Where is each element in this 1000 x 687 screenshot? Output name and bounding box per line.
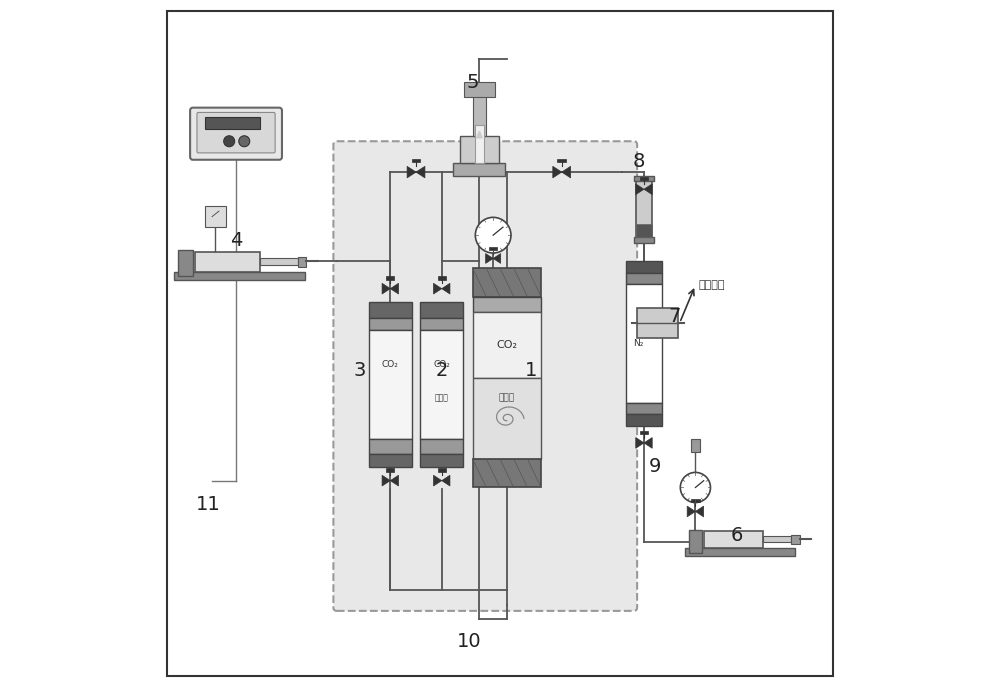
Text: 排水计气: 排水计气 <box>699 280 725 290</box>
Bar <box>205 206 226 227</box>
Text: CO₂: CO₂ <box>496 340 517 350</box>
Bar <box>626 261 662 273</box>
Polygon shape <box>553 166 562 178</box>
Circle shape <box>224 136 235 147</box>
Text: 6: 6 <box>730 526 743 545</box>
Polygon shape <box>636 184 644 194</box>
Bar <box>626 273 662 284</box>
Circle shape <box>680 473 710 503</box>
Bar <box>473 268 541 297</box>
Polygon shape <box>687 506 695 517</box>
Bar <box>636 223 652 237</box>
Bar <box>634 237 654 243</box>
Polygon shape <box>416 166 425 178</box>
Text: 地层水: 地层水 <box>499 394 515 403</box>
Text: 地层水: 地层水 <box>435 394 449 403</box>
Text: N₂: N₂ <box>633 339 644 348</box>
Polygon shape <box>433 283 442 294</box>
Bar <box>260 258 298 265</box>
Text: 4: 4 <box>230 231 242 250</box>
Bar <box>205 117 260 129</box>
Polygon shape <box>562 166 571 178</box>
Bar <box>634 175 654 181</box>
Text: CO₂: CO₂ <box>433 359 450 368</box>
Polygon shape <box>390 475 399 486</box>
Polygon shape <box>433 475 442 486</box>
Bar <box>464 82 495 97</box>
FancyBboxPatch shape <box>190 108 282 160</box>
Bar <box>473 459 541 488</box>
Bar <box>704 531 763 548</box>
Text: 11: 11 <box>196 495 221 514</box>
Polygon shape <box>493 254 501 263</box>
Polygon shape <box>644 184 652 194</box>
Bar <box>791 535 800 543</box>
Polygon shape <box>382 475 390 486</box>
Polygon shape <box>382 283 390 294</box>
Bar <box>636 179 652 240</box>
FancyBboxPatch shape <box>333 142 637 611</box>
Bar <box>473 96 486 136</box>
Bar <box>460 136 499 164</box>
Bar <box>195 252 260 271</box>
Polygon shape <box>477 131 482 138</box>
Bar <box>420 454 463 467</box>
Bar <box>626 414 662 426</box>
Polygon shape <box>442 283 450 294</box>
Bar <box>369 318 412 330</box>
Bar <box>420 318 463 330</box>
FancyBboxPatch shape <box>197 113 275 153</box>
Bar <box>420 330 463 439</box>
Bar <box>412 159 420 162</box>
Circle shape <box>239 136 250 147</box>
Text: 2: 2 <box>436 361 448 381</box>
Bar <box>438 276 446 280</box>
Polygon shape <box>644 438 652 448</box>
Bar <box>637 308 678 338</box>
Bar <box>473 378 541 459</box>
Polygon shape <box>390 283 399 294</box>
Text: 8: 8 <box>633 153 645 171</box>
Bar <box>438 469 446 471</box>
Polygon shape <box>407 166 416 178</box>
Bar <box>174 271 305 280</box>
Bar <box>626 403 662 414</box>
Bar <box>557 159 566 162</box>
Text: 10: 10 <box>457 632 481 651</box>
Bar <box>473 312 541 378</box>
Bar <box>369 454 412 467</box>
Bar <box>640 431 648 434</box>
Text: 7: 7 <box>669 306 681 326</box>
Bar <box>420 439 463 454</box>
Bar <box>640 177 648 180</box>
Bar <box>689 530 702 552</box>
Bar <box>475 126 484 164</box>
Bar <box>473 297 541 312</box>
Polygon shape <box>695 506 704 517</box>
Bar <box>420 302 463 318</box>
Text: CO₂: CO₂ <box>382 359 399 368</box>
Text: 9: 9 <box>649 458 661 476</box>
Text: 5: 5 <box>466 74 479 93</box>
Bar <box>763 536 791 542</box>
Bar <box>453 164 505 175</box>
Text: 1: 1 <box>525 361 537 381</box>
Bar <box>685 548 795 556</box>
Bar <box>386 276 394 280</box>
Bar <box>386 469 394 471</box>
Circle shape <box>475 217 511 253</box>
Bar <box>298 257 306 267</box>
Text: 3: 3 <box>353 361 366 381</box>
Polygon shape <box>636 438 644 448</box>
Bar <box>691 440 700 452</box>
Bar <box>489 247 497 250</box>
Bar <box>626 284 662 403</box>
Polygon shape <box>486 254 493 263</box>
Bar <box>369 330 412 439</box>
Polygon shape <box>442 475 450 486</box>
Bar <box>691 499 700 502</box>
Bar <box>178 250 193 276</box>
Bar <box>369 439 412 454</box>
Bar <box>369 302 412 318</box>
